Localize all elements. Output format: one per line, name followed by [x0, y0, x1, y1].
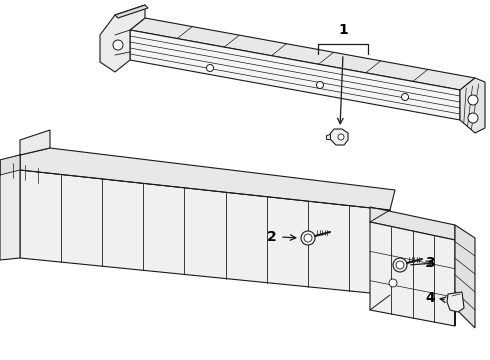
Circle shape: [468, 95, 478, 105]
Polygon shape: [455, 225, 475, 328]
Polygon shape: [447, 292, 464, 312]
Circle shape: [389, 279, 397, 287]
Circle shape: [113, 40, 123, 50]
Circle shape: [304, 234, 312, 242]
Circle shape: [317, 81, 323, 89]
Text: 3: 3: [425, 256, 435, 270]
Polygon shape: [370, 222, 455, 326]
Polygon shape: [130, 30, 460, 120]
Polygon shape: [20, 170, 390, 295]
Circle shape: [401, 94, 409, 100]
Polygon shape: [130, 18, 475, 90]
Polygon shape: [370, 207, 455, 240]
Polygon shape: [0, 130, 50, 260]
Polygon shape: [460, 78, 485, 133]
Polygon shape: [0, 155, 20, 175]
Circle shape: [468, 113, 478, 123]
Polygon shape: [20, 148, 395, 210]
Circle shape: [396, 261, 404, 269]
Circle shape: [338, 134, 344, 140]
Text: 4: 4: [425, 291, 435, 305]
Circle shape: [206, 64, 214, 72]
Polygon shape: [326, 134, 330, 139]
Text: 1: 1: [338, 23, 348, 37]
Polygon shape: [100, 5, 145, 72]
Circle shape: [301, 231, 315, 245]
Polygon shape: [115, 5, 148, 18]
Circle shape: [393, 258, 407, 272]
Text: 2: 2: [267, 230, 277, 244]
Polygon shape: [330, 129, 348, 145]
